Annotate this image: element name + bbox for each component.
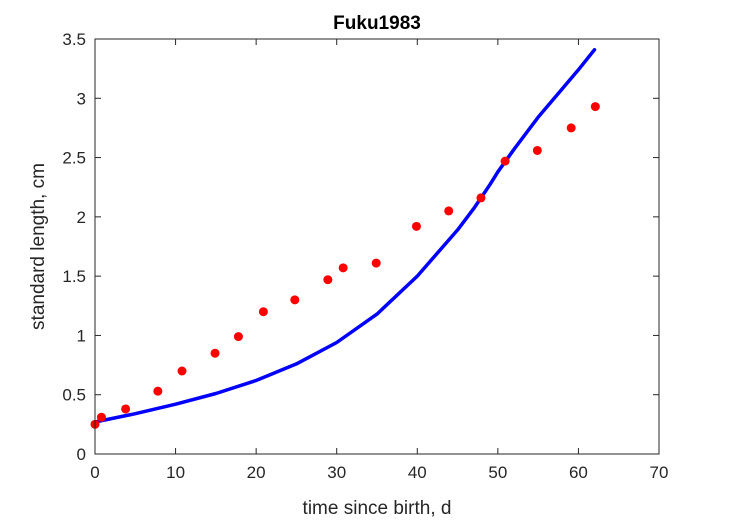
y-tick-label: 1.5: [62, 267, 86, 286]
y-axis-ticks: 0 0.5 1 1.5 2 2.5 3 3.5: [62, 30, 659, 464]
x-tick-label: 60: [569, 463, 588, 482]
data-point: [444, 206, 454, 216]
data-point: [290, 295, 300, 305]
data-point: [177, 366, 187, 376]
x-tick-label: 20: [247, 463, 266, 482]
data-point: [566, 123, 576, 133]
data-point: [258, 307, 268, 317]
data-point: [500, 156, 510, 166]
x-tick-label: 50: [488, 463, 507, 482]
y-tick-label: 3.5: [62, 30, 86, 49]
chart-title: Fuku1983: [333, 13, 421, 34]
axes-box: [94, 38, 660, 455]
x-tick-label: 70: [650, 463, 669, 482]
x-tick-label: 10: [166, 463, 185, 482]
plot-area: [95, 39, 659, 454]
x-tick-label: 40: [408, 463, 427, 482]
model-curve-layer: [93, 47, 597, 424]
model-curve: [93, 47, 597, 424]
data-point: [590, 102, 600, 112]
x-axis-ticks: 0 10 20 30 40 50 60 70: [90, 39, 668, 482]
y-tick-label: 1: [77, 326, 86, 345]
y-tick-label: 0.5: [62, 386, 86, 405]
data-point: [411, 221, 421, 231]
data-point: [532, 145, 542, 155]
data-point: [233, 332, 243, 342]
data-point: [210, 348, 220, 358]
x-tick-label: 0: [90, 463, 99, 482]
y-tick-label: 2.5: [62, 149, 86, 168]
data-point: [371, 258, 381, 268]
data-point: [121, 404, 131, 414]
y-tick-label: 2: [77, 208, 86, 227]
data-point: [96, 412, 106, 422]
y-axis-label: standard length, cm: [28, 163, 49, 330]
data-point: [153, 386, 163, 396]
x-axis-label: time since birth, d: [303, 498, 452, 519]
data-point: [338, 263, 348, 273]
x-tick-label: 30: [327, 463, 346, 482]
data-points-layer: [90, 102, 600, 429]
data-point: [323, 275, 333, 285]
y-tick-label: 0: [77, 445, 86, 464]
y-tick-label: 3: [77, 89, 86, 108]
data-point: [476, 193, 486, 203]
